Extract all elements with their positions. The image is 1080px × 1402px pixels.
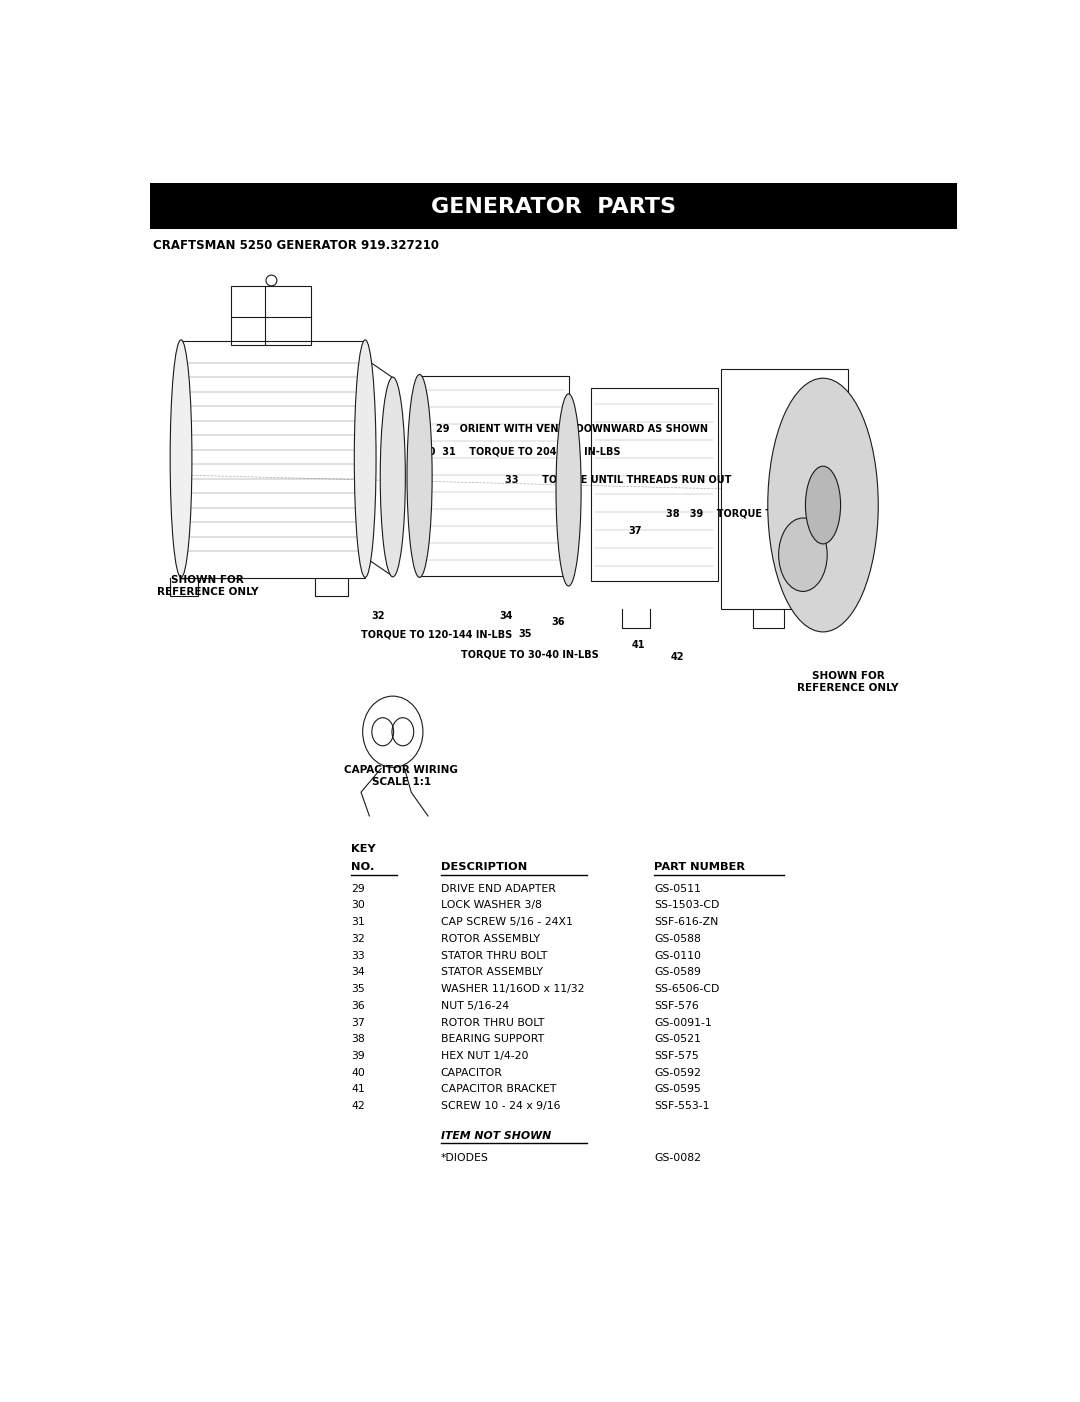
Text: GS-0595: GS-0595	[653, 1085, 701, 1095]
Text: GS-0091-1: GS-0091-1	[653, 1018, 712, 1028]
Text: 38: 38	[351, 1035, 365, 1044]
Text: 32: 32	[351, 934, 365, 944]
Bar	[181, 341, 365, 579]
Text: SSF-553-1: SSF-553-1	[653, 1101, 710, 1112]
Text: ROTOR THRU BOLT: ROTOR THRU BOLT	[441, 1018, 544, 1028]
Text: 36: 36	[552, 617, 565, 627]
Text: CAPACITOR WIRING
SCALE 1:1: CAPACITOR WIRING SCALE 1:1	[345, 765, 458, 787]
Text: *DIODES: *DIODES	[441, 1152, 488, 1164]
Text: 38   39    TORQUE TO 60-70 IN-LBS: 38 39 TORQUE TO 60-70 IN-LBS	[666, 509, 855, 519]
Text: 35: 35	[351, 984, 365, 994]
Text: 41: 41	[632, 641, 645, 651]
Text: 29: 29	[351, 883, 365, 893]
Text: GS-0589: GS-0589	[653, 967, 701, 977]
Text: SHOWN FOR
REFERENCE ONLY: SHOWN FOR REFERENCE ONLY	[797, 672, 899, 693]
Text: LOCK WASHER 3/8: LOCK WASHER 3/8	[441, 900, 541, 910]
Ellipse shape	[806, 467, 840, 544]
Text: 41: 41	[351, 1085, 365, 1095]
Ellipse shape	[768, 379, 878, 632]
Ellipse shape	[407, 374, 432, 578]
Text: SCREW 10 - 24 x 9/16: SCREW 10 - 24 x 9/16	[441, 1101, 561, 1112]
Bar	[591, 388, 718, 580]
Text: CAPACITOR BRACKET: CAPACITOR BRACKET	[441, 1085, 556, 1095]
Text: NO.: NO.	[351, 862, 375, 872]
Text: GS-0588: GS-0588	[653, 934, 701, 944]
Text: GS-0082: GS-0082	[653, 1152, 701, 1164]
Text: ITEM NOT SHOWN: ITEM NOT SHOWN	[441, 1131, 551, 1141]
Text: 29   ORIENT WITH VENTS DOWNWARD AS SHOWN: 29 ORIENT WITH VENTS DOWNWARD AS SHOWN	[436, 425, 708, 435]
Text: 40: 40	[351, 1068, 365, 1078]
Bar	[721, 369, 848, 608]
FancyBboxPatch shape	[150, 184, 957, 229]
Ellipse shape	[354, 339, 376, 578]
Text: 32: 32	[372, 611, 384, 621]
Text: GENERATOR  PARTS: GENERATOR PARTS	[431, 196, 676, 216]
Text: GS-0592: GS-0592	[653, 1068, 701, 1078]
Text: 30: 30	[351, 900, 365, 910]
Text: 33       TORQUE UNTIL THREADS RUN OUT: 33 TORQUE UNTIL THREADS RUN OUT	[505, 474, 731, 484]
Text: SSF-576: SSF-576	[653, 1001, 699, 1011]
Ellipse shape	[171, 339, 192, 578]
Ellipse shape	[556, 394, 581, 586]
Text: TORQUE TO 30-40 IN-LBS: TORQUE TO 30-40 IN-LBS	[461, 649, 599, 659]
Text: 34: 34	[351, 967, 365, 977]
Text: DESCRIPTION: DESCRIPTION	[441, 862, 527, 872]
Text: 40: 40	[784, 545, 798, 555]
Text: SHOWN FOR
REFERENCE ONLY: SHOWN FOR REFERENCE ONLY	[157, 575, 258, 597]
Text: PART NUMBER: PART NUMBER	[653, 862, 745, 872]
Text: GS-0521: GS-0521	[653, 1035, 701, 1044]
Text: CAPACITOR: CAPACITOR	[441, 1068, 502, 1078]
Text: ROTOR ASSEMBLY: ROTOR ASSEMBLY	[441, 934, 540, 944]
Text: 42: 42	[671, 652, 685, 662]
Text: STATOR ASSEMBLY: STATOR ASSEMBLY	[441, 967, 542, 977]
Text: CRAFTSMAN 5250 GENERATOR 919.327210: CRAFTSMAN 5250 GENERATOR 919.327210	[153, 240, 440, 252]
Text: 36: 36	[351, 1001, 365, 1011]
Text: SS-6506-CD: SS-6506-CD	[653, 984, 719, 994]
Text: 35: 35	[518, 628, 531, 638]
Text: 39: 39	[351, 1052, 365, 1061]
Text: 42: 42	[351, 1101, 365, 1112]
Ellipse shape	[779, 517, 827, 592]
Text: TORQUE TO 120-144 IN-LBS: TORQUE TO 120-144 IN-LBS	[361, 629, 512, 639]
Ellipse shape	[380, 377, 405, 576]
Text: GS-0110: GS-0110	[653, 951, 701, 960]
Text: 30  31    TORQUE TO 204-264 IN-LBS: 30 31 TORQUE TO 204-264 IN-LBS	[422, 446, 621, 456]
Text: WASHER 11/16OD x 11/32: WASHER 11/16OD x 11/32	[441, 984, 584, 994]
Text: NUT 5/16-24: NUT 5/16-24	[441, 1001, 509, 1011]
Text: 34: 34	[499, 611, 513, 621]
Text: DRIVE END ADAPTER: DRIVE END ADAPTER	[441, 883, 555, 893]
Text: 33: 33	[351, 951, 365, 960]
Text: 37: 37	[629, 526, 643, 536]
Text: KEY: KEY	[351, 844, 376, 854]
Text: CAP SCREW 5/16 - 24X1: CAP SCREW 5/16 - 24X1	[441, 917, 572, 927]
Text: 31: 31	[351, 917, 365, 927]
Text: BEARING SUPPORT: BEARING SUPPORT	[441, 1035, 543, 1044]
Text: SSF-575: SSF-575	[653, 1052, 699, 1061]
Bar	[231, 286, 311, 345]
Bar	[420, 376, 568, 576]
Text: SS-1503-CD: SS-1503-CD	[653, 900, 719, 910]
Text: GS-0511: GS-0511	[653, 883, 701, 893]
Text: STATOR THRU BOLT: STATOR THRU BOLT	[441, 951, 546, 960]
Text: 37: 37	[351, 1018, 365, 1028]
Text: SSF-616-ZN: SSF-616-ZN	[653, 917, 718, 927]
Text: HEX NUT 1/4-20: HEX NUT 1/4-20	[441, 1052, 528, 1061]
